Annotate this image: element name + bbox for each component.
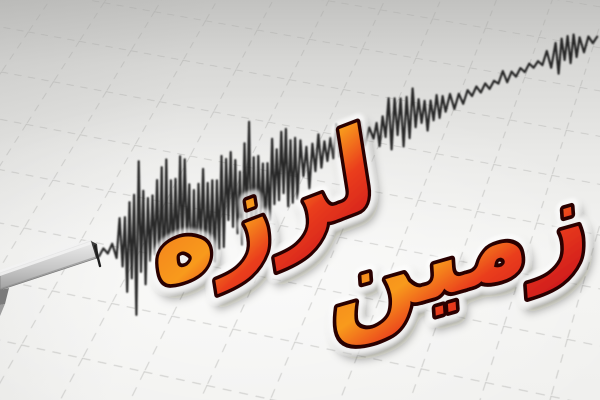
- seismogram-trace: [97, 33, 599, 316]
- pen-mount-lower: [0, 304, 5, 316]
- pen-arm-highlight: [0, 239, 92, 276]
- seismograph-pen: [0, 239, 102, 316]
- title-group: لرزه زمین لرزه زمین: [133, 94, 600, 363]
- pen-arm-shadow-edge: [0, 256, 97, 290]
- pen-nib: [93, 244, 102, 268]
- pen-mount-upper: [0, 288, 9, 305]
